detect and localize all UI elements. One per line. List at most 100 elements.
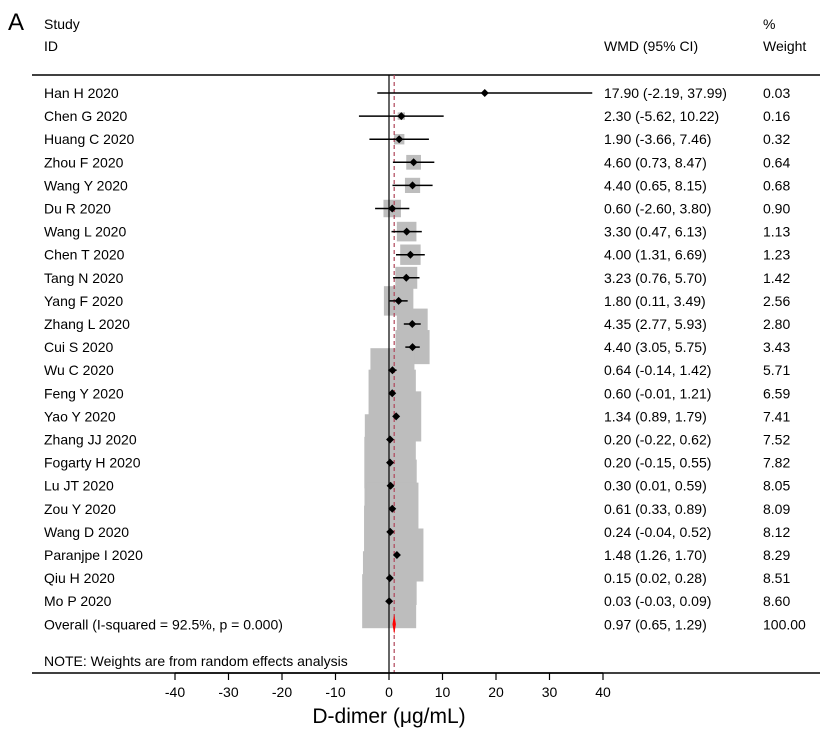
weight-text: 5.71: [763, 362, 790, 378]
effect-ci-text: 1.34 (0.89, 1.79): [604, 408, 707, 424]
header-effect: WMD (95% CI): [604, 38, 698, 54]
study-label: Paranjpe I 2020: [44, 547, 143, 563]
x-tick-label: -10: [325, 684, 345, 700]
point-estimate: [480, 89, 489, 97]
weight-text: 0.68: [763, 177, 790, 193]
study-label: Yao Y 2020: [44, 408, 116, 424]
point-estimate: [406, 250, 415, 259]
point-estimate: [402, 227, 411, 236]
weight-text: 1.42: [763, 270, 790, 286]
point-estimate: [386, 435, 395, 444]
effect-ci-text: 0.64 (-0.14, 1.42): [604, 362, 711, 378]
weight-text: 8.12: [763, 524, 790, 540]
effect-ci-text: 4.40 (0.65, 8.15): [604, 177, 707, 193]
point-estimate: [385, 597, 394, 606]
weight-text: 1.13: [763, 224, 790, 240]
point-estimate: [388, 504, 397, 513]
weight-text: 8.05: [763, 478, 790, 494]
point-estimate: [386, 527, 395, 536]
weight-text: 6.59: [763, 385, 790, 401]
study-label: Chen T 2020: [44, 247, 125, 263]
study-label: Huang C 2020: [44, 131, 135, 147]
effect-ci-text: 0.30 (0.01, 0.59): [604, 478, 707, 494]
overall-diamond: [392, 614, 396, 635]
effect-ci-text: 3.30 (0.47, 6.13): [604, 224, 707, 240]
study-label: Zhou F 2020: [44, 154, 124, 170]
header-study: Study: [44, 16, 80, 32]
weight-boxes: [362, 91, 487, 629]
point-estimate: [388, 204, 397, 213]
weight-text: 7.52: [763, 432, 790, 448]
effect-ci-text: 1.90 (-3.66, 7.46): [604, 131, 711, 147]
weight-text: 0.90: [763, 201, 790, 217]
study-label: Wang Y 2020: [44, 177, 128, 193]
x-tick-label: 0: [385, 684, 393, 700]
weight-text: 0.03: [763, 85, 790, 101]
effect-ci-text: 0.20 (-0.15, 0.55): [604, 455, 711, 471]
weight-text: 8.29: [763, 547, 790, 563]
effect-ci-text: 1.48 (1.26, 1.70): [604, 547, 707, 563]
study-label: Qiu H 2020: [44, 570, 115, 586]
study-label: Chen G 2020: [44, 108, 127, 124]
study-label: Tang N 2020: [44, 270, 124, 286]
point-estimate: [408, 181, 417, 190]
weight-text: 0.64: [763, 154, 790, 170]
x-tick-label: 40: [595, 684, 611, 700]
weight-text: 8.09: [763, 501, 790, 517]
weight-text: 1.23: [763, 247, 790, 263]
x-tick-label: -40: [165, 684, 185, 700]
effect-ci-text: 2.30 (-5.62, 10.22): [604, 108, 719, 124]
point-estimate: [392, 412, 401, 421]
overall-weight-text: 100.00: [763, 616, 806, 632]
effect-ci-text: 4.40 (3.05, 5.75): [604, 339, 707, 355]
study-label: Fogarty H 2020: [44, 455, 141, 471]
effect-ci-text: 0.15 (0.02, 0.28): [604, 570, 707, 586]
header-weight: Weight: [763, 38, 806, 54]
effect-ci-text: 0.60 (-0.01, 1.21): [604, 385, 711, 401]
header-weight-pct: %: [763, 16, 775, 32]
weight-text: 3.43: [763, 339, 790, 355]
effect-ci-text: 0.24 (-0.04, 0.52): [604, 524, 711, 540]
point-estimate: [409, 158, 418, 167]
study-label: Du R 2020: [44, 201, 111, 217]
study-label: Cui S 2020: [44, 339, 113, 355]
point-estimate: [394, 296, 403, 305]
effect-ci-text: 4.35 (2.77, 5.93): [604, 316, 707, 332]
study-label: Feng Y 2020: [44, 385, 124, 401]
effect-ci-text: 0.20 (-0.22, 0.62): [604, 432, 711, 448]
weight-text: 2.56: [763, 293, 790, 309]
weight-text: 7.41: [763, 408, 790, 424]
x-axis-label: D-dimer (μg/mL): [312, 705, 465, 728]
study-label: Wang D 2020: [44, 524, 129, 540]
point-estimate: [397, 112, 406, 121]
weight-text: 2.80: [763, 316, 790, 332]
effect-ci-text: 1.80 (0.11, 3.49): [604, 293, 706, 309]
point-estimate: [402, 273, 411, 282]
panel-label: A: [8, 9, 24, 36]
point-estimate: [388, 366, 397, 375]
effect-ci-text: 0.61 (0.33, 0.89): [604, 501, 707, 517]
study-label: Mo P 2020: [44, 593, 112, 609]
effect-ci-text: 4.60 (0.73, 8.47): [604, 154, 707, 170]
point-estimate: [386, 458, 395, 467]
study-label: Zhang L 2020: [44, 316, 130, 332]
effect-ci-text: 0.60 (-2.60, 3.80): [604, 201, 711, 217]
study-label: Zhang JJ 2020: [44, 432, 137, 448]
effect-ci-text: 4.00 (1.31, 6.69): [604, 247, 707, 263]
weight-text: 7.82: [763, 455, 790, 471]
study-label: Wu C 2020: [44, 362, 114, 378]
effect-ci-text: 17.90 (-2.19, 37.99): [604, 85, 727, 101]
study-label: Yang F 2020: [44, 293, 123, 309]
x-tick-label: 30: [542, 684, 558, 700]
point-estimate: [408, 343, 417, 352]
study-label: Wang L 2020: [44, 224, 126, 240]
effect-ci-text: 3.23 (0.76, 5.70): [604, 270, 707, 286]
weight-text: 8.51: [763, 570, 790, 586]
weight-text: 8.60: [763, 593, 790, 609]
weight-text: 0.32: [763, 131, 790, 147]
overall-ci-text: 0.97 (0.65, 1.29): [604, 616, 707, 632]
x-axis: -40 -30 -20 -10 0 10 20 30 40: [165, 672, 611, 700]
study-label: Lu JT 2020: [44, 478, 114, 494]
confidence-intervals: [358, 89, 593, 635]
